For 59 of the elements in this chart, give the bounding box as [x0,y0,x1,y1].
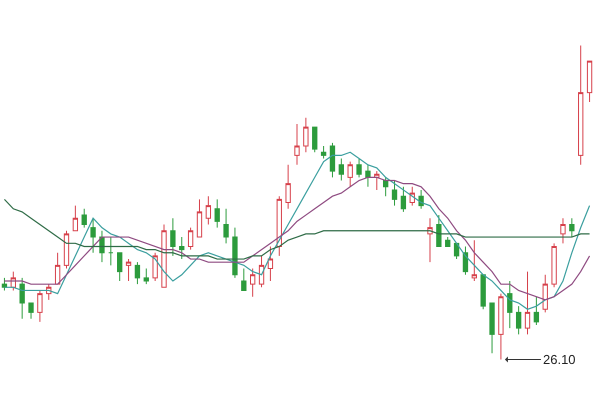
candlestick [134,262,140,285]
candlestick [37,290,43,322]
candlestick [330,142,336,178]
candlestick [445,236,450,247]
candlestick [206,196,212,225]
candlestick [569,218,575,238]
candlestick [90,218,96,254]
candlestick [250,268,256,298]
candlestick [338,158,344,182]
candlestick [54,252,60,285]
candlestick [524,271,530,335]
candlestick [356,158,362,178]
candlestick [19,277,25,320]
annotation: 26.10 [543,352,576,367]
candlestick [312,126,318,153]
candlestick [294,123,300,166]
candlestick [268,246,274,282]
candlestick [285,164,291,210]
candlestick [436,214,442,247]
candlestick [365,164,371,188]
candlestick [117,252,122,282]
candlestick [560,218,566,244]
candlestick [507,280,512,329]
candlestick [472,240,477,282]
candlestick [108,236,114,266]
candlestick [534,296,540,326]
candlestick [28,302,34,320]
candlestick [72,205,78,232]
candlestick [586,60,592,102]
candlestick [374,170,380,190]
candlestick [196,198,202,238]
candlestick [144,268,149,285]
candlestick [551,242,557,288]
candlestick [303,117,309,153]
candlestick [348,161,353,188]
candlestick [82,208,87,228]
candlestick [454,242,460,260]
candlestick [152,252,158,282]
candlestick [320,145,326,160]
candlestick [542,274,548,313]
candlestick [498,293,504,360]
candlestick [578,44,584,166]
candlestick [427,218,433,263]
candlestick [64,230,70,269]
candlestick [392,180,398,206]
candlestick [516,306,522,335]
candlestick [382,176,388,197]
candlestick [241,268,246,291]
candlestick [126,258,132,282]
candlestick [489,302,495,354]
candlestick [480,274,486,310]
candlestick [179,236,184,260]
candlestick [214,198,220,228]
candlestick [276,196,282,256]
candlestick [223,208,229,244]
candlestick [188,227,194,250]
candlestick [170,218,176,256]
candlestick [400,186,406,212]
candlestick [2,277,8,291]
